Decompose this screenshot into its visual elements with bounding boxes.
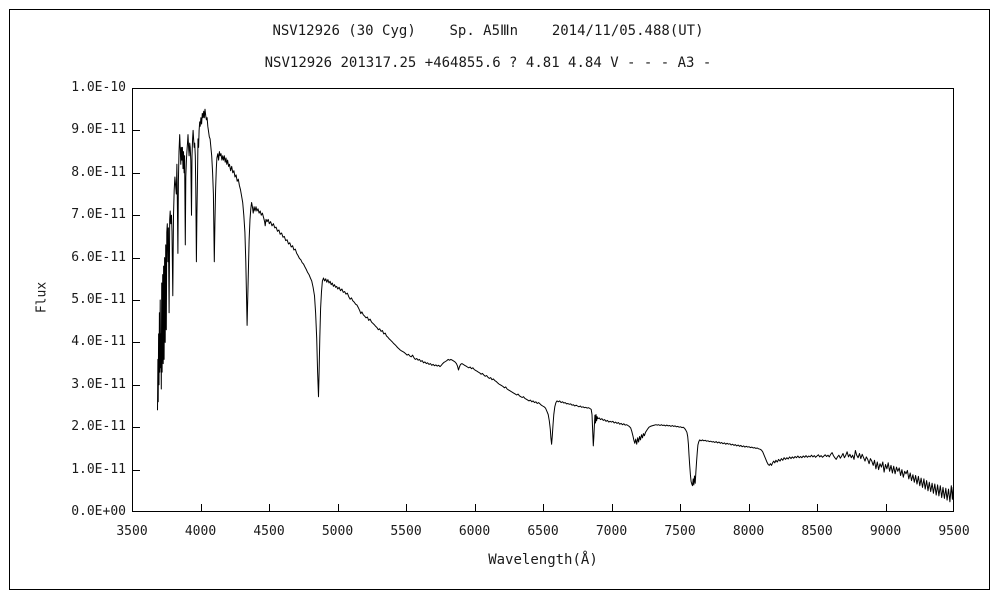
spectrum-line (157, 108, 954, 503)
x-tick-label: 3500 (116, 524, 148, 539)
x-axis-ticks (132, 504, 887, 511)
x-axis-title: Wavelength(Å) (488, 552, 598, 568)
y-tick-label: 4.0E-11 (71, 334, 126, 350)
x-tick-label: 8500 (801, 524, 833, 539)
chart-subtitle: NSV12926 201317.25 +464855.6 ? 4.81 4.84… (264, 55, 712, 71)
y-tick-label: 2.0E-11 (71, 419, 126, 435)
x-tick-label: 7000 (595, 524, 628, 539)
y-tick-label: 0.0E+00 (71, 504, 126, 519)
y-tick-label: 1.0E-10 (71, 80, 126, 95)
plot-area (132, 88, 954, 512)
spectrum-svg (132, 88, 954, 512)
x-tick-label: 5500 (390, 524, 422, 539)
y-tick-label: 1.0E-11 (71, 461, 126, 477)
chart-title: NSV12926 (30 Cyg) Sp. A5Ⅲn 2014/11/05.48… (272, 23, 704, 39)
x-tick-label: 4500 (253, 524, 285, 539)
x-tick-label: 9000 (869, 524, 902, 539)
plot-frame (132, 88, 954, 512)
x-tick-label: 8000 (732, 524, 765, 539)
chart-border (9, 9, 990, 590)
y-tick-label: 9.0E-11 (71, 122, 126, 138)
x-tick-label: 7500 (664, 524, 696, 539)
y-tick-label: 3.0E-11 (71, 376, 126, 392)
x-tick-label: 9500 (938, 524, 970, 539)
y-tick-label: 8.0E-11 (71, 164, 126, 180)
x-tick-label: 6000 (458, 524, 491, 539)
x-tick-label: 6500 (527, 524, 559, 539)
y-axis-title: Flux (34, 281, 50, 314)
x-tick-label: 4000 (184, 524, 217, 539)
y-axis-ticks (133, 88, 140, 512)
y-tick-label: 7.0E-11 (71, 207, 126, 223)
x-tick-label: 5000 (321, 524, 354, 539)
y-tick-label: 5.0E-11 (71, 292, 126, 307)
y-tick-label: 6.0E-11 (71, 249, 126, 265)
